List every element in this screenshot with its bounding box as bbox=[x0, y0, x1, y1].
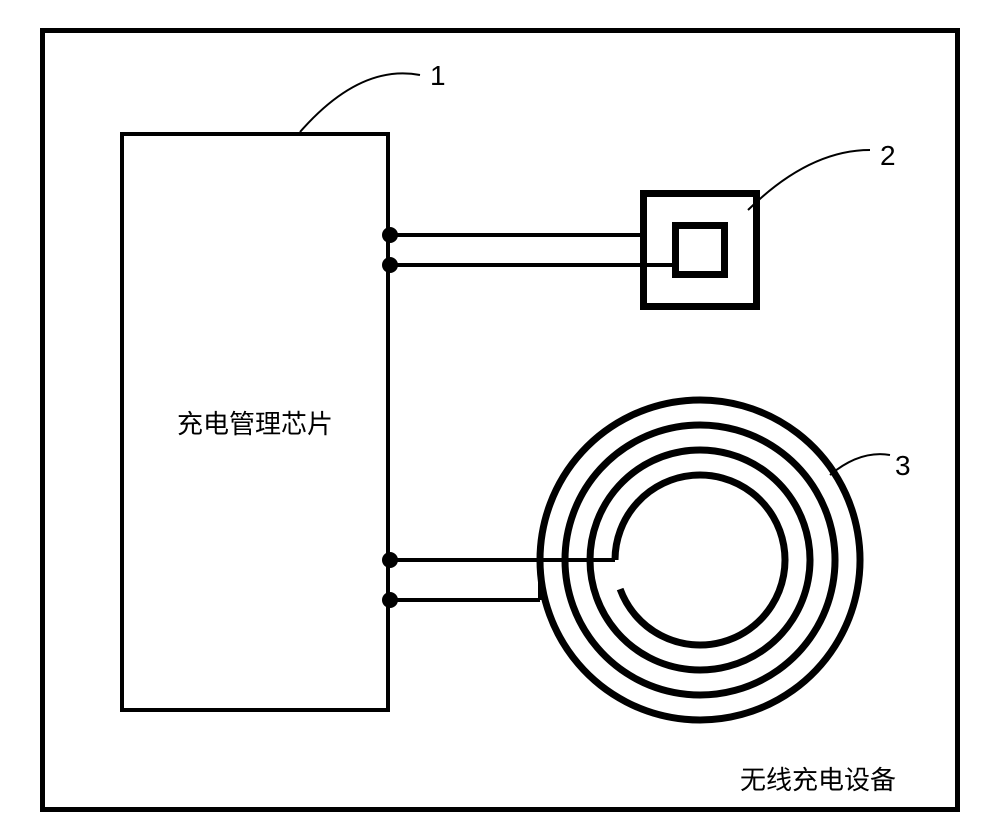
terminal-dot bbox=[382, 257, 398, 273]
terminal-dot bbox=[382, 592, 398, 608]
terminal-dot bbox=[382, 227, 398, 243]
callout-number: 3 bbox=[895, 450, 911, 482]
callout-number: 2 bbox=[880, 140, 896, 172]
big-coil bbox=[0, 0, 1000, 840]
terminal-dot bbox=[382, 552, 398, 568]
diagram-canvas: 充电管理芯片 123 无线充电设备 bbox=[0, 0, 1000, 840]
callout-number: 1 bbox=[430, 60, 446, 92]
device-label: 无线充电设备 bbox=[740, 760, 896, 797]
